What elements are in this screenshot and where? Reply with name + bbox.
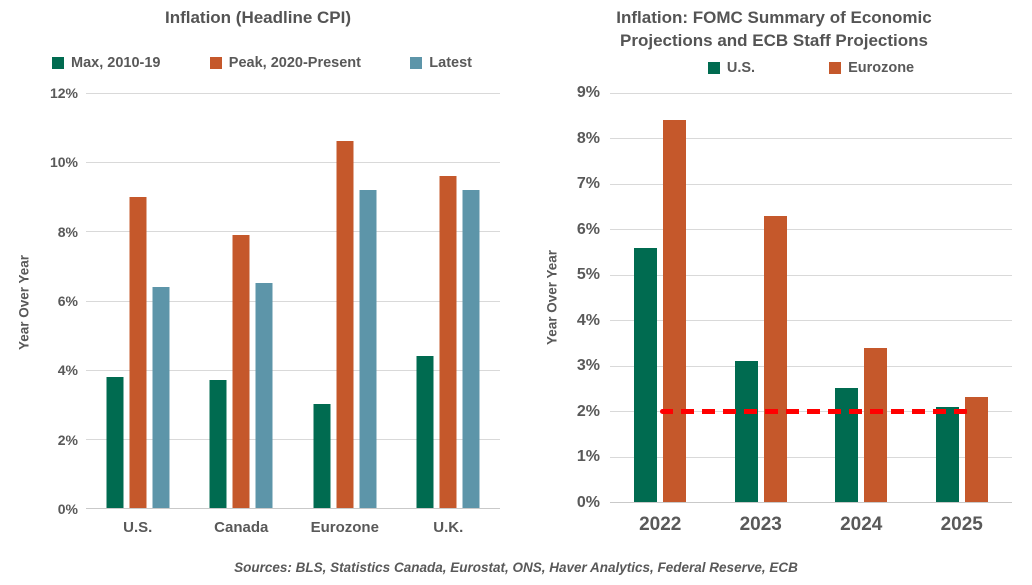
bar-group-eurozone <box>313 93 377 508</box>
legend-label: Max, 2010-19 <box>71 55 161 71</box>
reference-line-2-percent-target <box>660 408 968 414</box>
bar <box>663 120 687 502</box>
gridline <box>86 93 500 94</box>
bar-group-2023 <box>734 93 787 502</box>
y-tick-label: 8% <box>576 129 600 147</box>
y-tick-label: 2% <box>57 431 78 448</box>
legend-label: Peak, 2020-Present <box>228 55 361 71</box>
legend-item: Eurozone <box>829 60 914 76</box>
legend-item: Latest <box>410 55 472 71</box>
gridline <box>610 183 1012 185</box>
y-tick-label: 9% <box>576 84 600 101</box>
bar <box>835 388 859 502</box>
y-tick-label: 5% <box>576 266 600 284</box>
y-tick-label: 0% <box>57 501 78 517</box>
bar-group-uk <box>416 93 480 508</box>
legend-swatch <box>52 57 64 69</box>
gridline <box>86 231 500 233</box>
legend-swatch <box>829 62 842 74</box>
bar-group-2022 <box>634 93 687 502</box>
legend-label: U.S. <box>726 60 756 76</box>
bar <box>964 397 988 502</box>
gridline <box>610 320 1012 322</box>
bar <box>255 283 273 508</box>
chart-title-headline-cpi: Inflation (Headline CPI) <box>164 8 352 27</box>
legend-swatch <box>410 57 423 69</box>
y-tick-label: 4% <box>576 311 600 329</box>
gridline <box>610 138 1012 140</box>
legend-item: U.S. <box>707 60 756 76</box>
legend-item: Peak, 2020-Present <box>209 55 361 71</box>
y-tick-label: 7% <box>576 175 600 193</box>
y-axis-ticks: 9% 8% 7% 6% 5% 4% 3% 2% 1% 0% <box>552 84 600 511</box>
y-tick-label: 4% <box>57 362 78 379</box>
bar <box>152 286 170 508</box>
bar <box>359 189 377 508</box>
x-axis-label: Eurozone <box>310 519 379 536</box>
x-axis-label: 2024 <box>840 514 883 535</box>
y-tick-label: 0% <box>576 494 600 511</box>
gridline <box>610 456 1012 458</box>
bar <box>313 404 331 508</box>
bar <box>439 176 457 508</box>
gridline <box>610 93 1012 94</box>
bar-group-2025 <box>935 93 988 502</box>
bar <box>209 380 227 508</box>
bar <box>416 355 434 508</box>
legend-swatch <box>707 62 720 74</box>
gridline <box>610 229 1012 231</box>
plot-area-headline-cpi <box>86 93 500 509</box>
y-tick-label: 6% <box>57 293 78 309</box>
legend-projections: U.S. Eurozone <box>610 60 1012 76</box>
x-axis-label: 2023 <box>739 514 782 535</box>
sources-caption: Sources: BLS, Statistics Canada, Eurosta… <box>234 560 798 575</box>
legend-swatch <box>209 57 222 69</box>
bar <box>232 234 250 508</box>
gridline <box>86 369 500 371</box>
x-axis-label: 2022 <box>639 514 682 535</box>
x-axis-label: U.K. <box>433 519 464 536</box>
x-axis-label: 2025 <box>940 514 983 535</box>
gridline <box>610 365 1012 367</box>
gridline <box>86 438 500 440</box>
x-axis-label: U.S. <box>123 519 153 536</box>
legend-label: Latest <box>429 55 472 71</box>
gridline <box>610 274 1012 276</box>
projections-chart-panel: Inflation: FOMC Summary of Economic Proje… <box>516 0 1032 555</box>
y-axis-ticks: 12% 10% 8% 6% 4% 2% 0% <box>18 85 78 517</box>
y-tick-label: 10% <box>49 154 78 171</box>
y-tick-label: 1% <box>576 448 600 466</box>
bar <box>935 406 959 502</box>
x-axis-label: Canada <box>214 519 269 536</box>
gridline <box>86 162 500 164</box>
y-tick-label: 2% <box>576 402 600 420</box>
bar <box>336 141 354 508</box>
bar <box>734 361 758 502</box>
gridline <box>86 300 500 302</box>
bar <box>864 347 888 502</box>
x-axis-labels: 2022 2023 2024 2025 <box>610 514 1012 544</box>
legend-label: Eurozone <box>848 60 915 76</box>
bar <box>763 215 787 502</box>
bar-group-us <box>106 93 170 508</box>
plot-area-projections <box>610 93 1012 503</box>
bar <box>634 247 658 502</box>
y-tick-label: 3% <box>576 357 600 375</box>
y-tick-label: 8% <box>57 223 78 240</box>
bar <box>462 189 480 508</box>
legend-item: Max, 2010-19 <box>52 55 160 71</box>
headline-cpi-chart-panel: Inflation (Headline CPI) Max, 2010-19 Pea… <box>0 0 516 555</box>
legend-headline-cpi: Max, 2010-19 Peak, 2020-Present Latest <box>52 55 472 71</box>
bar-group-canada <box>209 93 273 508</box>
y-tick-label: 12% <box>49 85 78 101</box>
x-axis-labels: U.S. Canada Eurozone U.K. <box>86 519 500 545</box>
bar-group-2024 <box>835 93 888 502</box>
chart-title-projections: Inflation: FOMC Summary of Economic Proje… <box>616 8 932 50</box>
y-tick-label: 6% <box>576 220 600 238</box>
bar <box>129 196 147 508</box>
bar <box>106 376 124 508</box>
